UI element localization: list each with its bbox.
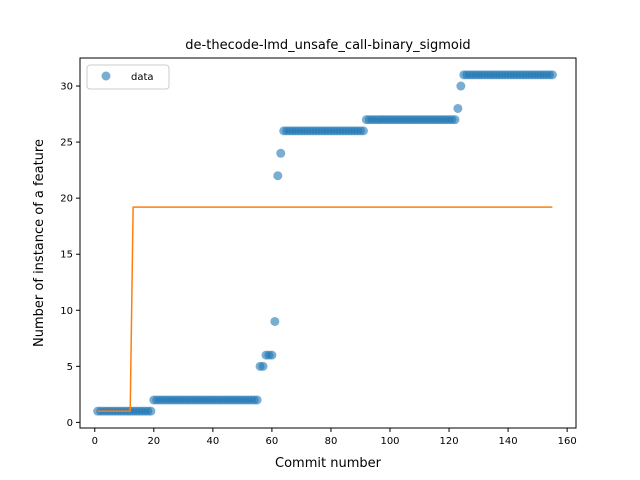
x-axis-label: Commit number bbox=[275, 456, 382, 471]
chart-title: de-thecode-lmd_unsafe_call-binary_sigmoi… bbox=[185, 38, 470, 53]
data-point bbox=[358, 126, 368, 136]
legend-label-data: data bbox=[131, 72, 154, 83]
data-point bbox=[270, 316, 280, 326]
x-tick-label: 80 bbox=[325, 436, 338, 447]
data-point bbox=[267, 350, 277, 360]
x-tick-label: 160 bbox=[558, 436, 577, 447]
legend-box bbox=[86, 64, 170, 90]
legend: data bbox=[86, 64, 170, 90]
y-axis: 0 5 10 15 20 25 30 bbox=[60, 82, 80, 429]
data-point bbox=[453, 103, 463, 113]
data-point bbox=[258, 361, 268, 371]
data-point bbox=[276, 148, 286, 158]
x-tick-label: 120 bbox=[440, 436, 459, 447]
y-tick-label: 30 bbox=[60, 82, 73, 93]
plot-frame bbox=[79, 57, 577, 429]
data-point bbox=[252, 395, 262, 405]
y-tick-label: 0 bbox=[67, 418, 73, 429]
data-point bbox=[450, 115, 460, 125]
x-tick-label: 0 bbox=[92, 436, 98, 447]
x-tick-label: 20 bbox=[147, 436, 160, 447]
x-tick-label: 140 bbox=[499, 436, 518, 447]
y-axis-label: Number of instance of a feature bbox=[32, 139, 47, 347]
y-tick-label: 20 bbox=[60, 194, 73, 205]
x-axis: 0 20 40 60 80 100 120 140 160 bbox=[92, 428, 577, 447]
y-tick-label: 15 bbox=[60, 250, 73, 261]
data-point bbox=[273, 171, 283, 181]
y-tick-label: 10 bbox=[60, 306, 73, 317]
data-point bbox=[146, 406, 156, 416]
fit-line bbox=[97, 206, 553, 412]
x-tick-label: 60 bbox=[266, 436, 279, 447]
x-tick-label: 100 bbox=[380, 436, 399, 447]
legend-marker-data bbox=[101, 71, 111, 81]
y-tick-label: 25 bbox=[60, 138, 73, 149]
x-tick-label: 40 bbox=[206, 436, 219, 447]
y-tick-label: 5 bbox=[67, 362, 73, 373]
data-point bbox=[547, 70, 557, 80]
data-point bbox=[456, 81, 466, 91]
plot-area bbox=[93, 70, 557, 416]
